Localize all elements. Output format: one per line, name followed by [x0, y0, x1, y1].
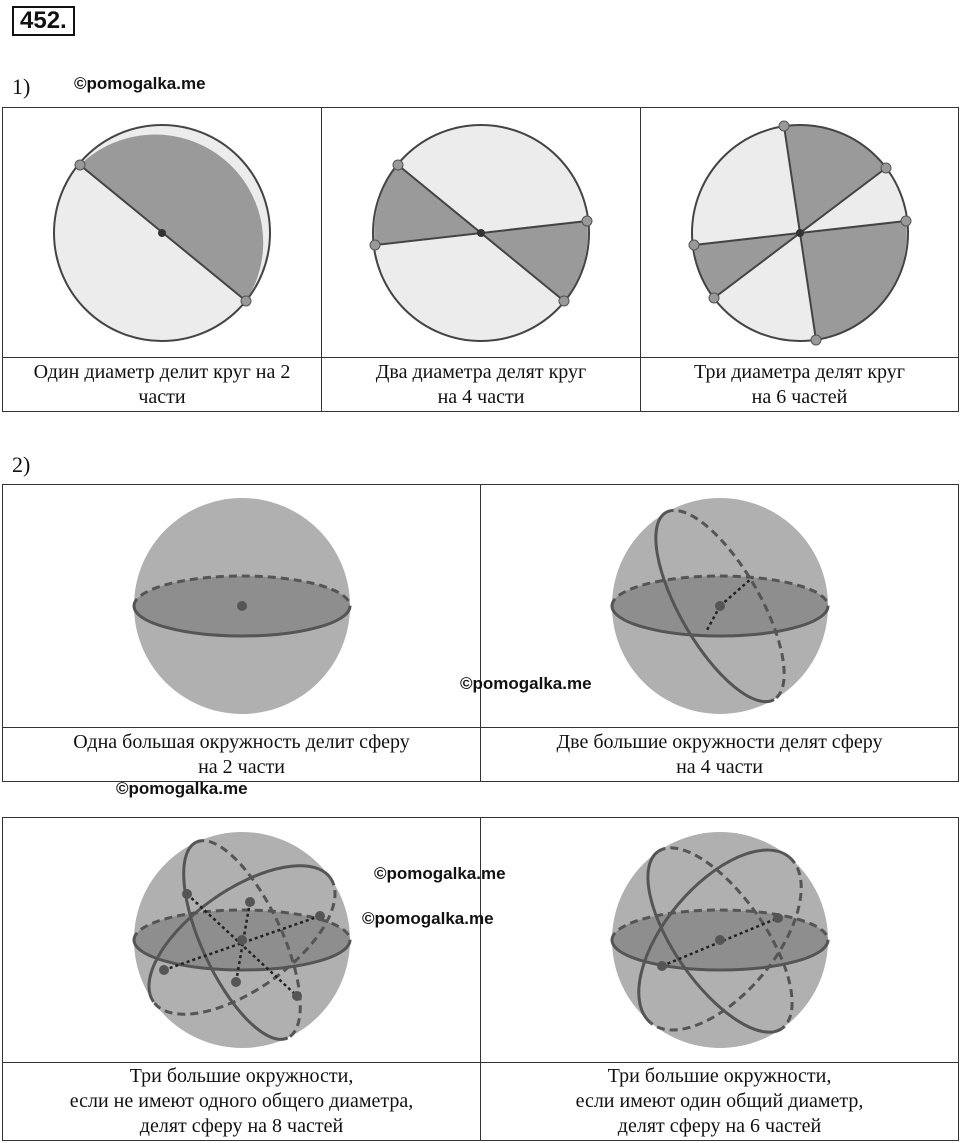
problem-number: 452. [12, 6, 75, 36]
circle-caption-1: Один диаметр делит круг на 2 части [2, 357, 322, 412]
caption-line: на 6 частей [751, 385, 848, 408]
caption-line: Две большие окружности делят сферу [556, 730, 883, 753]
sphere-figure-3 [2, 817, 481, 1063]
circle-figure-3 [640, 107, 959, 358]
caption-line: части [138, 385, 186, 408]
circle-two-diameters [369, 123, 593, 342]
circle-three-diameters [688, 120, 911, 345]
sphere-caption-1: Одна большая окружность делит сферу на 2… [2, 727, 481, 782]
sphere-two-great-circles [610, 498, 829, 714]
sphere-caption-2: Две большие окружности делят сферу на 4 … [480, 727, 959, 782]
caption-line: Три большие окружности, [607, 1065, 832, 1087]
caption-line: если имеют один общий диаметр, [575, 1090, 864, 1112]
watermark: ©pomogalka.me [460, 674, 592, 693]
sphere-figure-2 [480, 484, 959, 728]
caption-line: на 2 части [198, 755, 285, 778]
caption-line: Два диаметра делят круг [375, 360, 587, 383]
watermark: ©pomogalka.me [116, 779, 248, 798]
spheres-table-1: Одна большая окружность делит сферу на 2… [2, 484, 959, 782]
sphere-three-circles-eight-parts [132, 832, 351, 1048]
spheres-table-2: Три большие окружности, если не имеют од… [2, 817, 959, 1141]
sphere-caption-4: Три большие окружности, если имеют один … [480, 1062, 959, 1141]
caption-line: Одна большая окружность делит сферу [73, 730, 410, 753]
part-1-label: 1) [12, 74, 31, 99]
caption-line: делят сферу на 8 частей [139, 1115, 344, 1137]
caption-line: если не имеют одного общего диаметра, [69, 1090, 414, 1112]
circle-one-diameter [53, 123, 271, 342]
circles-table: Один диаметр делит круг на 2 части Два д… [2, 107, 959, 412]
sphere-figure-4 [480, 817, 959, 1063]
circle-figure-2 [321, 107, 641, 358]
caption-line: Один диаметр делит круг на 2 [33, 360, 291, 383]
circle-figure-1 [2, 107, 322, 358]
part-2-label: 2) [12, 452, 31, 477]
circle-caption-2: Два диаметра делят круг на 4 части [321, 357, 641, 412]
watermark: ©pomogalka.me [362, 909, 494, 928]
sphere-one-great-circle [132, 498, 351, 714]
sphere-figure-1 [2, 484, 481, 728]
caption-line: Три большие окружности, [129, 1065, 354, 1087]
caption-line: делят сферу на 6 частей [617, 1115, 822, 1137]
watermark: ©pomogalka.me [374, 864, 506, 883]
watermark: ©pomogalka.me [74, 74, 206, 93]
circle-caption-3: Три диаметра делят круг на 6 частей [640, 357, 959, 412]
sphere-three-circles-six-parts [610, 832, 829, 1048]
caption-line: на 4 части [437, 385, 525, 408]
caption-line: Три диаметра делят круг [694, 360, 905, 383]
sphere-caption-3: Три большие окружности, если не имеют од… [2, 1062, 481, 1141]
caption-line: на 4 части [676, 755, 763, 778]
